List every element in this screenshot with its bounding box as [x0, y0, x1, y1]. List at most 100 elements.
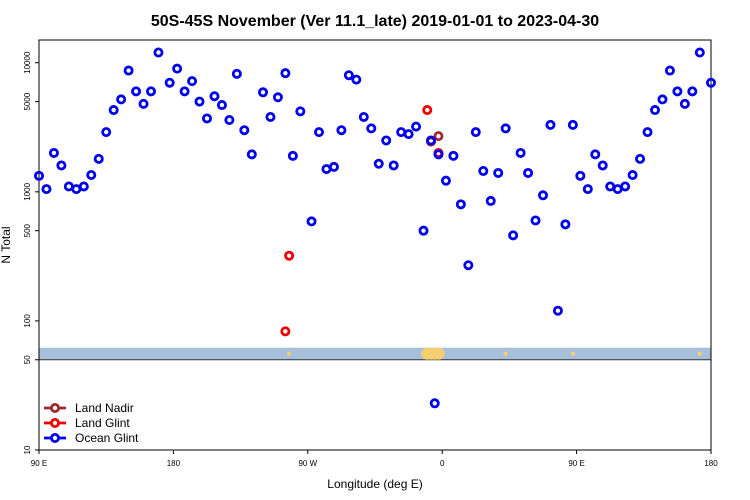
- point-ocean-glint-43: [366, 123, 377, 134]
- point-ocean-glint-30: [265, 111, 276, 122]
- point-ocean-glint-10: [108, 105, 119, 116]
- point-land-glint-0: [280, 326, 291, 337]
- y-tick-label-0: 10: [23, 445, 32, 454]
- point-ocean-glint-48: [403, 129, 414, 140]
- point-ocean-glint-59: [485, 195, 496, 206]
- point-ocean-glint-16: [153, 47, 164, 58]
- legend-label-0: Land Nadir: [75, 401, 134, 415]
- point-ocean-glint-78: [627, 169, 638, 180]
- point-ocean-glint-33: [287, 150, 298, 161]
- point-ocean-glint-51: [425, 135, 436, 146]
- y-tick-label-3: 500: [23, 223, 32, 237]
- point-ocean-glint-11: [116, 94, 127, 105]
- point-ocean-glint-39: [336, 125, 347, 136]
- point-ocean-glint-53: [440, 175, 451, 186]
- point-ocean-glint-32: [280, 68, 291, 79]
- point-land-nadir-1: [433, 131, 444, 142]
- x-tick-label-0: 90 E: [31, 459, 47, 468]
- legend-marker-2: [50, 432, 61, 443]
- point-ocean-glint-89: [429, 398, 440, 409]
- point-ocean-glint-24: [216, 100, 227, 111]
- point-land-glint-1: [284, 250, 295, 261]
- point-ocean-glint-56: [463, 260, 474, 271]
- point-ocean-glint-3: [56, 160, 67, 171]
- x-tick-label-1: 180: [167, 459, 181, 468]
- point-ocean-glint-79: [635, 153, 646, 164]
- point-ocean-glint-12: [123, 65, 134, 76]
- point-ocean-glint-52: [433, 149, 444, 160]
- point-ocean-glint-38: [328, 161, 339, 172]
- point-ocean-glint-46: [388, 160, 399, 171]
- point-ocean-glint-61: [500, 123, 511, 134]
- point-ocean-glint-73: [590, 149, 601, 160]
- point-ocean-glint-55: [455, 199, 466, 210]
- point-ocean-glint-49: [411, 121, 422, 132]
- point-land-glint-2: [422, 105, 433, 116]
- point-ocean-glint-8: [93, 153, 104, 164]
- point-ocean-glint-45: [381, 135, 392, 146]
- point-ocean-glint-36: [313, 127, 324, 138]
- point-ocean-glint-29: [257, 87, 268, 98]
- point-ocean-glint-1: [41, 184, 52, 195]
- point-ocean-glint-68: [552, 305, 563, 316]
- plot-border: [38, 39, 712, 451]
- point-ocean-glint-86: [687, 86, 698, 97]
- point-ocean-glint-88: [706, 77, 717, 88]
- band-highlight-0: [287, 351, 292, 356]
- band-highlight-6: [570, 351, 575, 356]
- point-ocean-glint-25: [224, 115, 235, 126]
- band-highlight-4: [432, 347, 445, 360]
- chart-title: 50S-45S November (Ver 11.1_late) 2019-01…: [151, 13, 599, 30]
- point-ocean-glint-6: [78, 181, 89, 192]
- point-ocean-glint-66: [538, 190, 549, 201]
- y-tick-label-2: 100: [23, 314, 32, 328]
- x-axis-label: Longitude (deg E): [327, 477, 422, 491]
- legend-marker-0: [50, 402, 61, 413]
- point-ocean-glint-13: [131, 86, 142, 97]
- point-ocean-glint-35: [306, 216, 317, 227]
- y-tick-label-6: 10000: [23, 51, 32, 74]
- point-ocean-glint-77: [620, 181, 631, 192]
- point-ocean-glint-71: [575, 170, 586, 181]
- y-tick-label-4: 1000: [23, 182, 32, 200]
- point-ocean-glint-44: [373, 158, 384, 169]
- point-ocean-glint-27: [239, 125, 250, 136]
- axis-ticks: 90 E 180 90 W 0 90 E 180 10 50 100 500 1000 5000 100…: [23, 51, 718, 468]
- point-ocean-glint-15: [145, 86, 156, 97]
- point-ocean-glint-62: [508, 230, 519, 241]
- legend-label-1: Land Glint: [75, 416, 130, 430]
- x-tick-label-5: 180: [704, 459, 718, 468]
- y-tick-label-5: 5000: [23, 92, 32, 110]
- point-ocean-glint-74: [597, 160, 608, 171]
- point-ocean-glint-72: [582, 184, 593, 195]
- x-tick-label-4: 90 E: [568, 459, 584, 468]
- band-highlight-5: [503, 351, 508, 356]
- point-ocean-glint-58: [478, 165, 489, 176]
- band-highlight-7: [697, 351, 702, 356]
- point-ocean-glint-41: [351, 74, 362, 85]
- legend-marker-1: [50, 417, 61, 428]
- point-ocean-glint-81: [650, 105, 661, 116]
- point-ocean-glint-70: [567, 119, 578, 130]
- point-ocean-glint-84: [672, 86, 683, 97]
- point-ocean-glint-26: [231, 68, 242, 79]
- point-ocean-glint-0: [34, 170, 45, 181]
- point-ocean-glint-19: [179, 86, 190, 97]
- legend-label-2: Ocean Glint: [75, 431, 139, 445]
- point-ocean-glint-87: [694, 47, 705, 58]
- x-tick-label-2: 90 W: [298, 459, 317, 468]
- y-axis-label: N Total: [0, 226, 13, 263]
- point-ocean-glint-83: [664, 65, 675, 76]
- point-ocean-glint-17: [164, 77, 175, 88]
- x-tick-label-3: 0: [440, 459, 445, 468]
- plot-frame: [38, 39, 712, 451]
- point-ocean-glint-69: [560, 219, 571, 230]
- point-ocean-glint-18: [172, 63, 183, 74]
- data-band: [39, 347, 711, 361]
- point-ocean-glint-50: [418, 225, 429, 236]
- point-ocean-glint-63: [515, 147, 526, 158]
- point-ocean-glint-31: [272, 92, 283, 103]
- point-ocean-glint-40: [343, 70, 354, 81]
